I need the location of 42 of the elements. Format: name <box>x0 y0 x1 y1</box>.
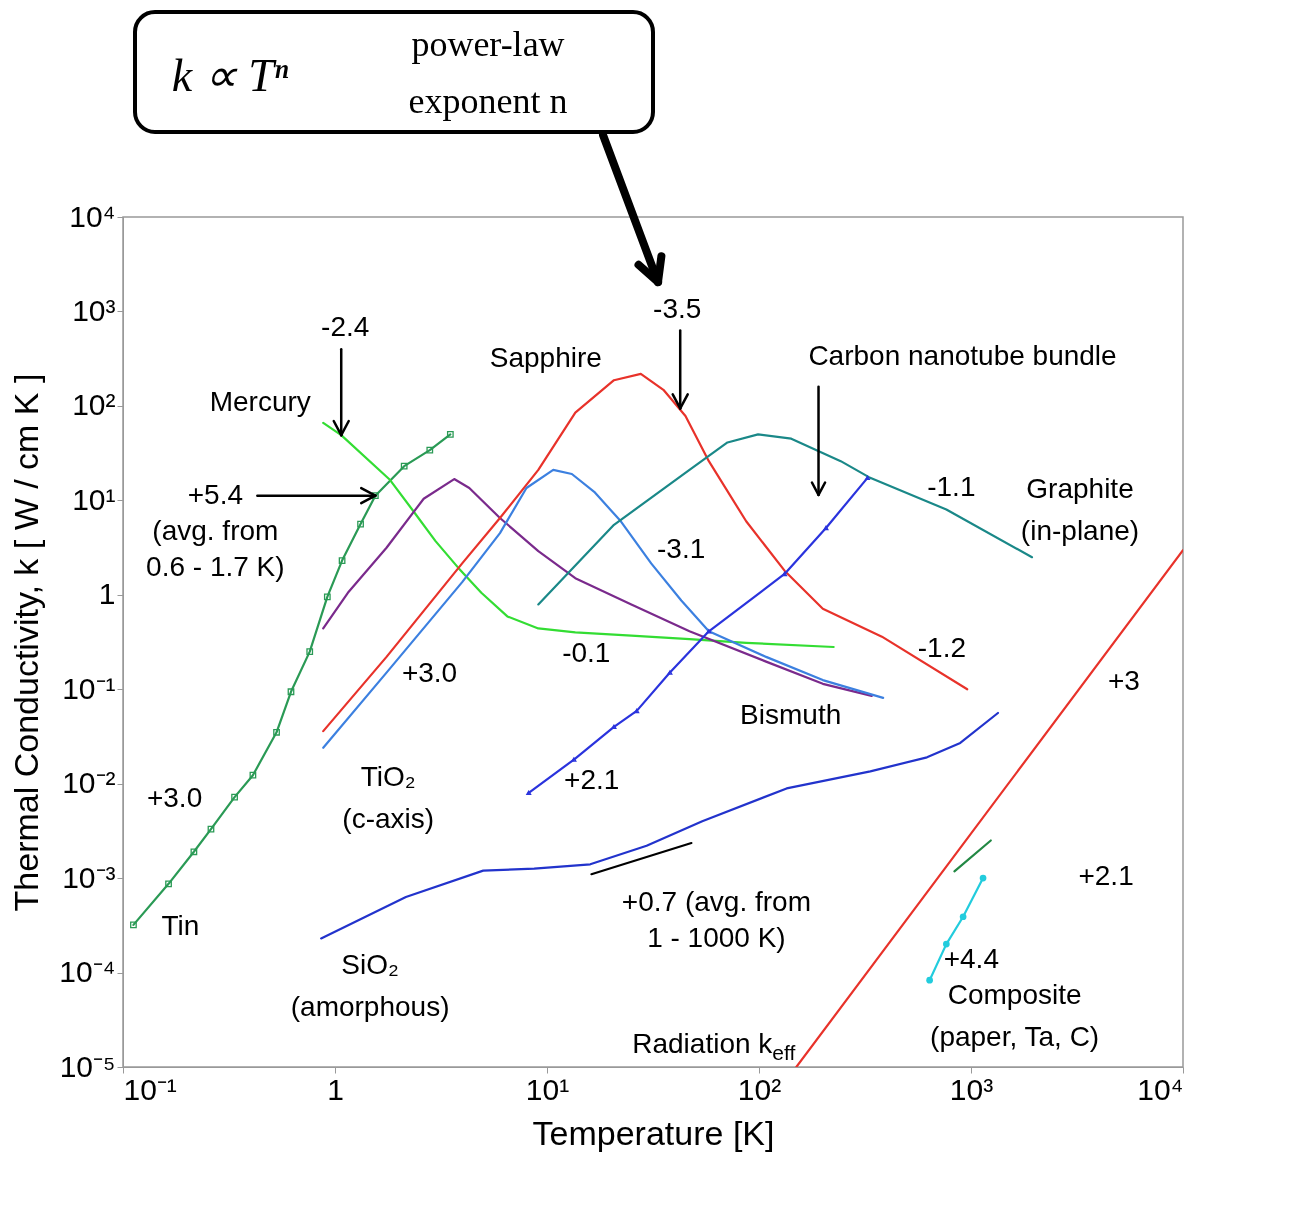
text: k ∝ Tⁿ power-law exponent n <box>171 24 568 121</box>
series-label: TiO₂ (c-axis) <box>342 760 435 834</box>
x-tick-label: 10⁴ <box>1137 1072 1184 1106</box>
annotation: +4.4 <box>943 943 999 975</box>
series-label: Mercury <box>209 385 311 417</box>
series-label: Sapphire <box>489 341 602 373</box>
x-tick-label: 10² <box>737 1072 782 1106</box>
annotation: -2.4 <box>321 311 370 343</box>
annotation: -1.2 <box>917 631 967 663</box>
y-tick-label: 10⁻³ <box>62 860 116 894</box>
x-tick-label: 1 <box>327 1072 344 1106</box>
annotation: +5.4 (avg. from 0.6 - 1.7 K) <box>146 478 285 582</box>
y-tick-label: 1 <box>98 577 116 611</box>
text: Carbon nanotube bundle <box>808 339 1117 371</box>
series-label: Tin <box>161 909 200 941</box>
y-tick-label: 10⁻⁴ <box>59 955 116 989</box>
y-tick-label: 10⁻⁵ <box>59 1049 116 1083</box>
y-tick-label: 10¹ <box>72 482 116 516</box>
x-axis-title: Temperature [K] <box>532 1113 775 1152</box>
y-tick-label: 10⁻¹ <box>62 671 116 705</box>
annotation: +0.7 (avg. from 1 - 1000 K) <box>621 886 811 954</box>
x-tick-label: 10¹ <box>525 1072 570 1106</box>
series-label: Graphite (in-plane) <box>1020 473 1140 547</box>
annotation: +2.1 <box>564 763 620 795</box>
annotation: +3.0 <box>401 656 458 688</box>
series-label: SiO₂ (amorphous) <box>290 949 450 1023</box>
y-tick-label: 10³ <box>72 293 116 327</box>
x-tick-label: 10³ <box>949 1072 994 1106</box>
annotation: -3.5 <box>653 293 702 325</box>
y-tick-label: 10⁻² <box>62 766 116 800</box>
annotation: -3.1 <box>657 533 706 565</box>
y-axis-title: Thermal Conductivity, k [ W / cm K ] <box>7 373 46 912</box>
series-label: Bismuth <box>740 698 842 730</box>
y-tick-label: 10² <box>72 388 116 422</box>
annotation: +3 <box>1107 664 1140 696</box>
annotation: -1.1 <box>927 471 976 503</box>
annotation: +2.1 <box>1078 859 1134 891</box>
series-label: Composite (paper, Ta, C) <box>930 979 1100 1053</box>
x-tick-label: 10⁻¹ <box>123 1072 177 1106</box>
annotation: -0.1 <box>562 637 611 669</box>
y-tick-label: 10⁴ <box>69 199 116 233</box>
annotation: +3.0 <box>146 782 203 814</box>
